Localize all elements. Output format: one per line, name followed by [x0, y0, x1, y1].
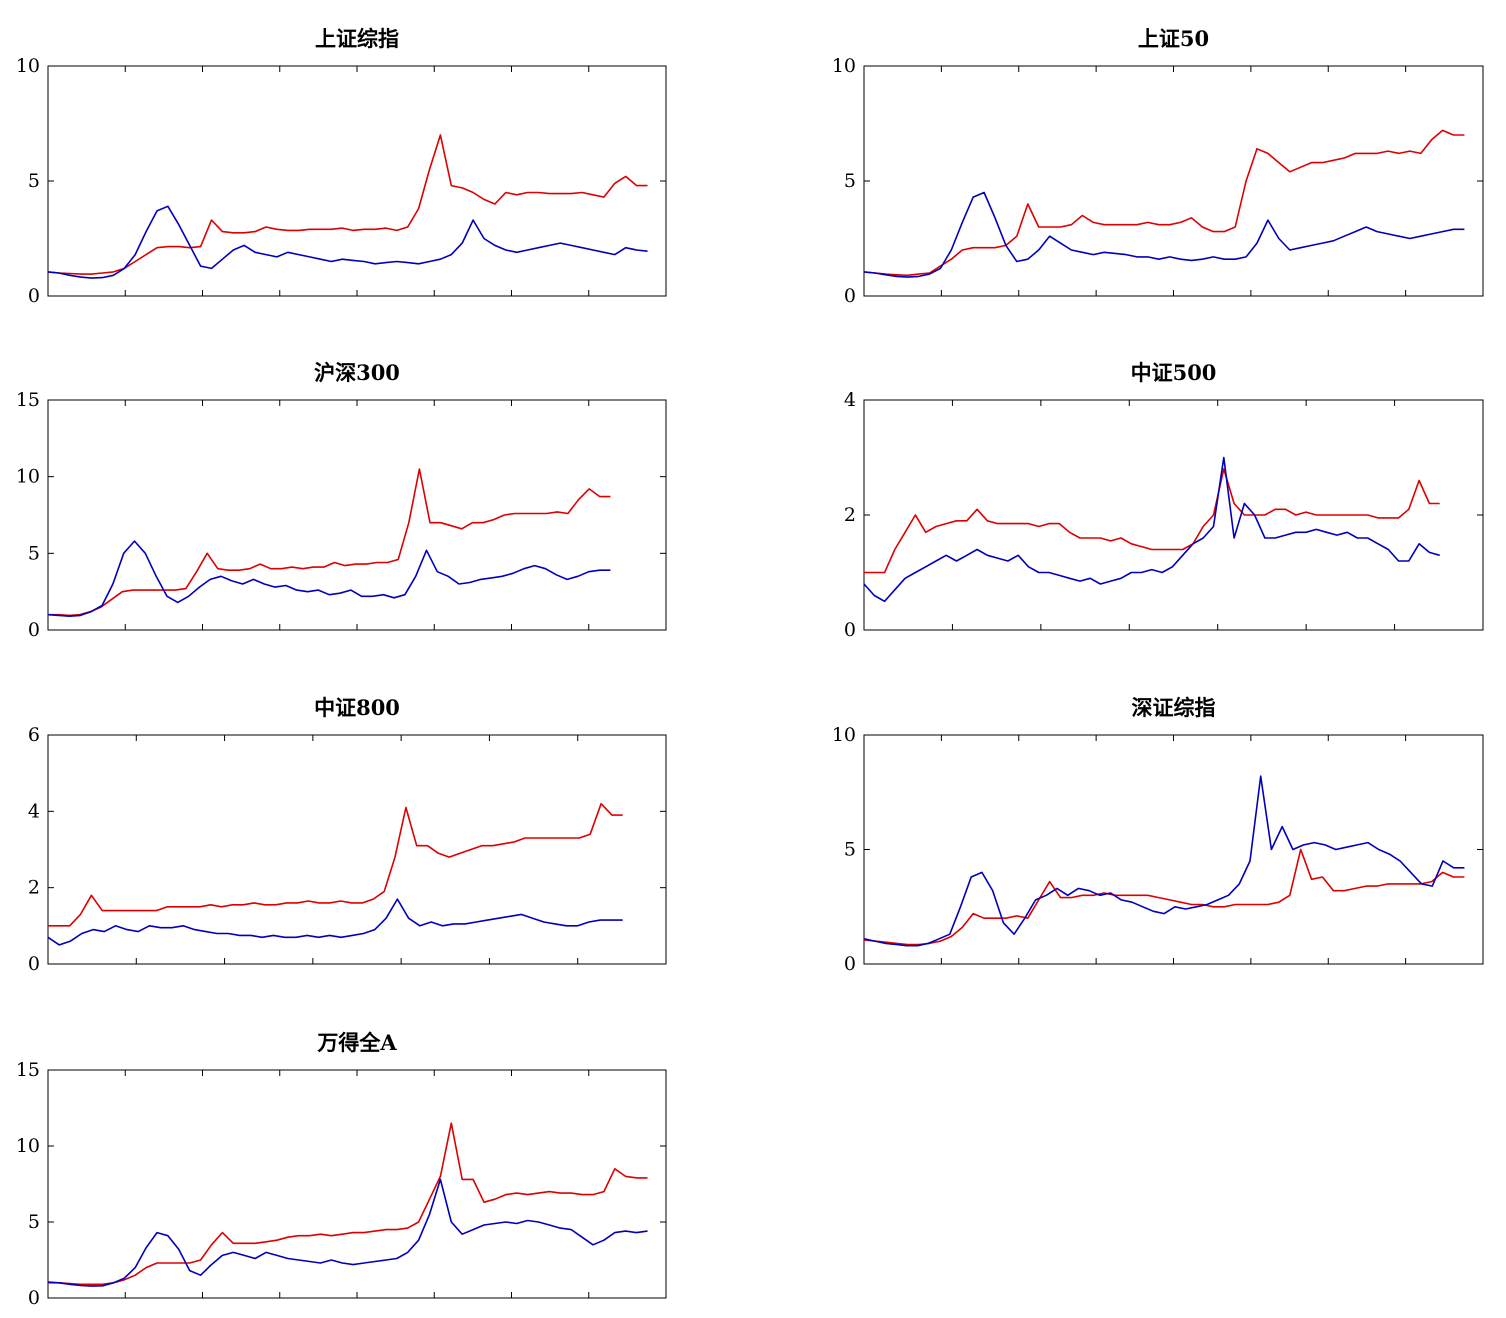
y-tick-label: 10 — [832, 55, 856, 77]
series-line-strategy — [48, 802, 623, 927]
y-tick-label: 0 — [28, 285, 40, 307]
chart-title: 沪深300 — [314, 360, 400, 385]
chart-panel-5: 中证800 0 2 4 6 — [28, 695, 667, 975]
chart-title: 中证800 — [314, 695, 400, 720]
series-line-strategy — [47, 134, 648, 275]
y-tick-label: 0 — [28, 1287, 40, 1309]
y-tick-label: 0 — [28, 619, 40, 641]
series-line-index — [863, 775, 1465, 947]
y-tick-label: 10 — [16, 1135, 40, 1157]
series-line-strategy — [863, 129, 1465, 277]
y-tick-label: 0 — [844, 953, 856, 975]
series-line-strategy — [48, 1122, 648, 1286]
y-tick-label: 5 — [844, 839, 856, 861]
series-line-index — [47, 898, 623, 946]
series-line-index — [47, 1178, 648, 1287]
y-tick-label: 5 — [28, 542, 40, 564]
chart-title: 深证综指 — [1132, 695, 1216, 720]
chart-panel-4: 中证500 0 2 4 — [844, 360, 1484, 641]
y-tick-label: 10 — [16, 55, 40, 77]
series-line-strategy — [864, 468, 1440, 574]
chart-panel-1: 上证综指 0 5 10 — [16, 26, 667, 307]
y-tick-label: 0 — [844, 619, 856, 641]
series-line-strategy — [48, 468, 611, 617]
y-tick-label: 15 — [16, 389, 40, 411]
chart-panel-6: 深证综指 0 5 10 — [832, 695, 1484, 975]
series-line-strategy — [863, 848, 1465, 946]
y-tick-label: 2 — [28, 877, 40, 899]
plot-frame — [863, 399, 1484, 631]
y-tick-label: 6 — [28, 724, 40, 746]
chart-title: 上证综指 — [315, 26, 399, 51]
series-line-index — [863, 191, 1465, 278]
y-tick-label: 4 — [28, 800, 40, 822]
y-tick-label: 10 — [832, 724, 856, 746]
plot-frame — [863, 734, 1484, 965]
y-tick-label: 5 — [28, 170, 40, 192]
plot-frame — [863, 65, 1484, 297]
y-tick-label: 2 — [844, 504, 856, 526]
y-tick-label: 15 — [16, 1059, 40, 1081]
y-tick-label: 0 — [844, 285, 856, 307]
chart-panel-2: 上证50 0 5 10 — [832, 26, 1484, 307]
y-tick-label: 10 — [16, 466, 40, 488]
plot-frame — [47, 734, 667, 965]
y-tick-label: 0 — [28, 953, 40, 975]
y-tick-label: 5 — [844, 170, 856, 192]
series-line-index — [47, 540, 611, 618]
plot-frame — [47, 399, 667, 631]
chart-title: 万得全A — [316, 1030, 397, 1055]
chart-panel-3: 沪深300 0 5 10 15 — [16, 360, 667, 641]
y-tick-label: 5 — [28, 1211, 40, 1233]
chart-title: 上证50 — [1138, 26, 1209, 51]
y-tick-label: 4 — [844, 389, 856, 411]
chart-title: 中证500 — [1131, 360, 1217, 385]
series-line-index — [47, 205, 648, 279]
chart-panel-7: 万得全A 0 5 10 15 — [16, 1030, 667, 1309]
series-line-index — [863, 456, 1440, 603]
